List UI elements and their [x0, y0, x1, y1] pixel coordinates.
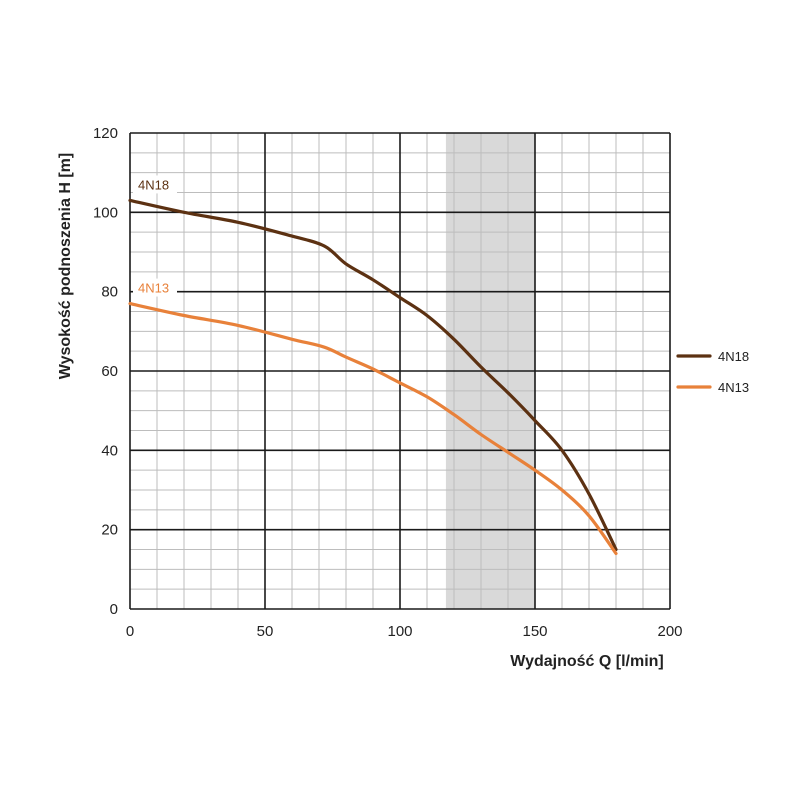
- series-label-background: [133, 175, 177, 194]
- series-layer: [128, 198, 618, 556]
- series-line-4n18: [128, 198, 618, 552]
- legend: 4N18 4N13: [676, 349, 749, 395]
- y-axis-title: Wysokość podnoszenia H [m]: [57, 153, 74, 379]
- x-tick-label: 0: [126, 623, 134, 640]
- y-tick-label: 80: [101, 284, 118, 301]
- legend-label-4n13: 4N13: [718, 380, 749, 395]
- series-label-background: [133, 278, 177, 297]
- series-labels: 4N18 4N13: [133, 175, 177, 297]
- x-tick-label: 150: [522, 623, 547, 640]
- y-tick-label: 100: [93, 204, 118, 221]
- y-tick-label: 60: [101, 363, 118, 380]
- y-tick-label: 20: [101, 522, 118, 539]
- x-tick-label: 100: [387, 623, 412, 640]
- grid: [129, 132, 671, 610]
- legend-label-4n18: 4N18: [718, 349, 749, 364]
- series-label-4n18: 4N18: [138, 177, 169, 192]
- x-axis-title: Wydajność Q [l/min]: [510, 653, 664, 670]
- y-tick-label: 120: [93, 125, 118, 142]
- series-label-4n13: 4N13: [138, 281, 169, 296]
- x-tick-label: 50: [257, 623, 274, 640]
- series-line-4n13: [128, 302, 618, 556]
- y-tick-label: 40: [101, 442, 118, 459]
- tick-labels: 0 50 100 150 200 0 20 40 60 80 100 120: [93, 125, 683, 640]
- x-tick-label: 200: [657, 623, 682, 640]
- y-tick-label: 0: [110, 601, 118, 618]
